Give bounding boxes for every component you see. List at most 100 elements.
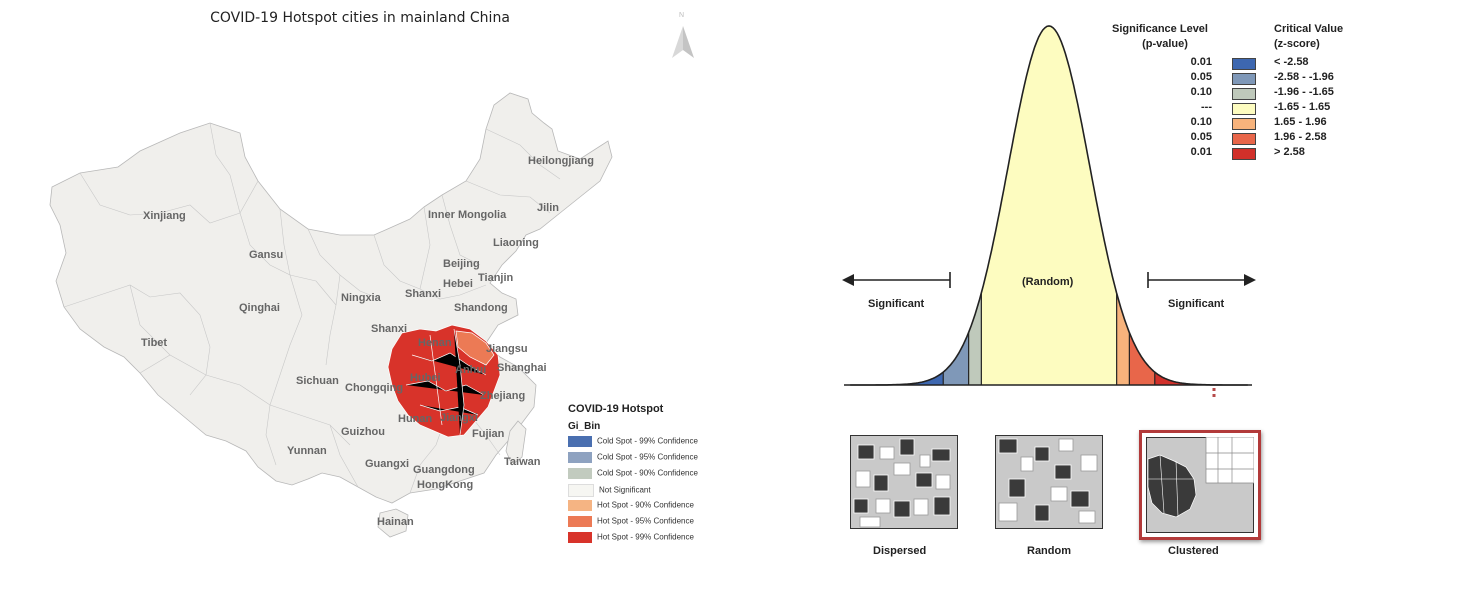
legend-label: Hot Spot - 95% Confidence <box>597 516 694 526</box>
place-label: Shandong <box>454 302 508 314</box>
taiwan-island <box>505 420 527 466</box>
place-label: Guangdong <box>413 464 475 476</box>
place-label: Tianjin <box>478 272 514 284</box>
legend-label: Cold Spot - 90% Confidence <box>597 468 698 478</box>
random-label: (Random) <box>1022 276 1074 288</box>
significant-left-label: Significant <box>868 298 925 310</box>
legend-swatch <box>568 484 594 497</box>
sig-header-sub: (p-value) <box>1142 38 1188 50</box>
place-label: Tibet <box>141 337 168 349</box>
significance-swatch <box>1232 118 1256 130</box>
pattern-label: Random <box>1027 545 1071 557</box>
legend-swatch <box>568 436 592 447</box>
significance-swatch <box>1232 133 1256 145</box>
place-label: Hebei <box>443 278 473 290</box>
legend-item: Hot Spot - 99% Confidence <box>568 532 698 548</box>
legend-item: Hot Spot - 95% Confidence <box>568 516 698 532</box>
p-value: 0.05 <box>1190 131 1212 143</box>
place-label: Anhui <box>455 364 487 376</box>
map-title: COVID-19 Hotspot cities in mainland Chin… <box>210 10 510 26</box>
place-label: Shanghai <box>497 362 547 374</box>
place-label: Ningxia <box>341 292 381 304</box>
pattern-label: Clustered <box>1168 545 1219 557</box>
pattern-label: Dispersed <box>873 545 927 557</box>
place-label: Xinjiang <box>143 210 186 222</box>
curve-region <box>981 26 1117 385</box>
legend-item: Cold Spot - 90% Confidence <box>568 468 698 484</box>
curve-region <box>1116 293 1130 385</box>
north-arrow-icon: N <box>668 12 698 62</box>
z-score: > 2.58 <box>1274 146 1305 158</box>
place-label: Hainan <box>377 516 414 528</box>
curve-region <box>1154 372 1248 385</box>
place-label: Henan <box>418 337 452 349</box>
place-label: Gansu <box>249 249 284 261</box>
legend-label: Cold Spot - 95% Confidence <box>597 452 698 462</box>
north-label: N <box>679 12 685 19</box>
place-label: Guangxi <box>365 458 410 470</box>
significance-swatch <box>1232 58 1256 70</box>
legend-label: Cold Spot - 99% Confidence <box>597 436 698 446</box>
p-value: 0.01 <box>1190 56 1212 68</box>
pattern-random <box>995 435 1103 529</box>
normal-curve-diagram <box>842 25 1256 398</box>
place-label: Fujian <box>472 428 505 440</box>
place-label: Shanxi <box>371 323 408 335</box>
legend-item: Hot Spot - 90% Confidence <box>568 500 698 516</box>
place-label: Shanxi <box>405 288 442 300</box>
place-label: HongKong <box>417 479 474 491</box>
legend-label: Hot Spot - 99% Confidence <box>597 532 694 542</box>
p-value: 0.05 <box>1190 71 1212 83</box>
curve-region <box>850 372 944 385</box>
place-label: Inner Mongolia <box>428 209 507 221</box>
z-score: -1.96 - -1.65 <box>1274 86 1334 98</box>
pattern-dispersed <box>850 435 958 529</box>
significance-swatch <box>1232 148 1256 160</box>
curve-region <box>968 294 982 385</box>
sig-header: Significance Level <box>1112 23 1208 35</box>
crit-header-sub: (z-score) <box>1274 38 1320 50</box>
p-value: 0.01 <box>1190 146 1212 158</box>
legend-swatch <box>568 468 592 479</box>
pattern-clustered <box>1146 437 1254 533</box>
significance-swatch <box>1232 103 1256 115</box>
place-label: Sichuan <box>296 375 339 387</box>
legend-swatch <box>568 500 592 511</box>
place-label: Beijing <box>443 258 480 270</box>
legend-label: Not Significant <box>599 485 651 495</box>
map-legend: COVID-19 Hotspot Gi_Bin Cold Spot - 99% … <box>568 403 698 548</box>
z-score: -2.58 - -1.96 <box>1274 71 1334 83</box>
p-value: 0.10 <box>1190 86 1212 98</box>
place-label: Jiangxi <box>440 412 478 424</box>
significance-swatch <box>1232 88 1256 100</box>
place-label: Hunan <box>398 413 433 425</box>
legend-swatch <box>568 516 592 527</box>
z-score: 1.65 - 1.96 <box>1274 116 1327 128</box>
significant-right-label: Significant <box>1168 298 1225 310</box>
place-label: Taiwan <box>504 456 541 468</box>
crit-header: Critical Value <box>1274 23 1344 35</box>
legend-swatch <box>568 452 592 463</box>
p-value: --- <box>1201 101 1212 113</box>
z-score: 1.96 - 2.58 <box>1274 131 1327 143</box>
hotspot-95-region <box>455 330 495 366</box>
place-label: Qinghai <box>239 302 280 314</box>
significance-swatch <box>1232 73 1256 85</box>
place-label: Jiangsu <box>486 343 528 355</box>
legend-label: Hot Spot - 90% Confidence <box>597 500 694 510</box>
place-label: Heilongjiang <box>528 155 594 167</box>
place-label: Hubei <box>410 372 441 384</box>
legend-swatch <box>568 532 592 543</box>
place-label: Chongqing <box>345 382 404 394</box>
legend-item: Cold Spot - 99% Confidence <box>568 436 698 452</box>
hainan-island <box>377 508 409 538</box>
p-value: 0.10 <box>1190 116 1212 128</box>
legend-item: Cold Spot - 95% Confidence <box>568 452 698 468</box>
legend-item: Not Significant <box>568 484 698 500</box>
z-score: < -2.58 <box>1274 56 1309 68</box>
place-label: Jilin <box>537 202 560 214</box>
place-label: Guizhou <box>341 426 385 438</box>
place-label: Zhejiang <box>480 390 526 402</box>
legend-title: COVID-19 Hotspot <box>568 403 664 415</box>
place-label: Liaoning <box>493 237 539 249</box>
